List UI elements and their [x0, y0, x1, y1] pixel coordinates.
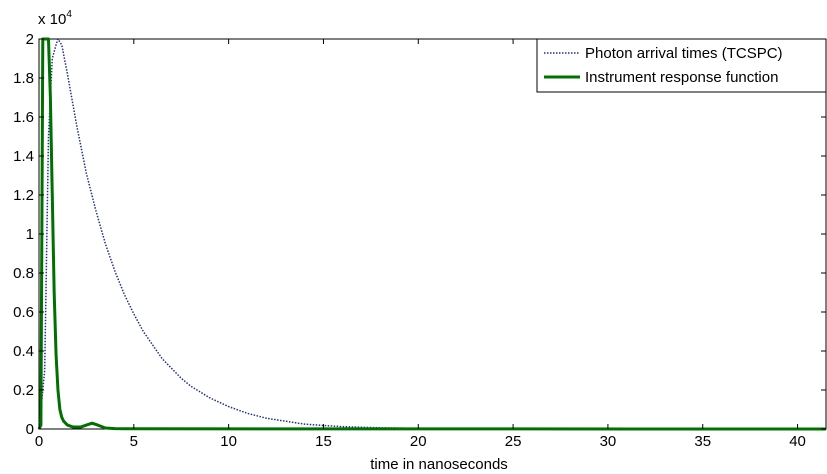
y-tick-label: 1	[26, 226, 34, 243]
y-axis: 0 0.2 0.4 0.6 0.8 1 1.2 1.4 1.6 1.8 2	[13, 31, 826, 438]
y-tick-label: 0.6	[13, 304, 34, 321]
y-tick-label: 1.2	[13, 187, 34, 204]
x-tick-label: 25	[505, 433, 522, 450]
x-tick-label: 0	[35, 433, 43, 450]
y-tick-label: 0.2	[13, 382, 34, 399]
y-tick-label: 1.6	[13, 109, 34, 126]
legend: Photon arrival times (TCSPC) Instrument …	[536, 38, 827, 93]
series-layer	[37, 37, 827, 431]
x-tick-label: 10	[220, 433, 237, 450]
x-tick-label: 20	[410, 433, 427, 450]
x-tick-label: 15	[315, 433, 332, 450]
x-tick-label: 30	[600, 433, 617, 450]
y-tick-label: 2	[26, 31, 34, 48]
x-axis-label: time in nanoseconds	[370, 456, 508, 473]
y-tick-label: 1.4	[13, 148, 34, 165]
x-tick-label: 40	[789, 433, 806, 450]
y-tick-label: 1.8	[13, 70, 34, 87]
y-tick-label: 0.4	[13, 343, 34, 360]
x-tick-label: 35	[694, 433, 711, 450]
series-line-irf	[37, 37, 827, 431]
legend-entry-irf: Instrument response function	[585, 69, 778, 86]
legend-box	[536, 38, 827, 93]
legend-entry-tcspc: Photon arrival times (TCSPC)	[585, 45, 783, 62]
y-multiplier-label: x 104	[38, 9, 72, 28]
y-tick-label: 0	[26, 421, 34, 438]
y-tick-label: 0.8	[13, 265, 34, 282]
plot-area	[38, 38, 827, 430]
y-multiplier-exponent: 4	[66, 9, 72, 20]
series-line-tcspc	[38, 38, 827, 430]
x-tick-label: 5	[130, 433, 138, 450]
